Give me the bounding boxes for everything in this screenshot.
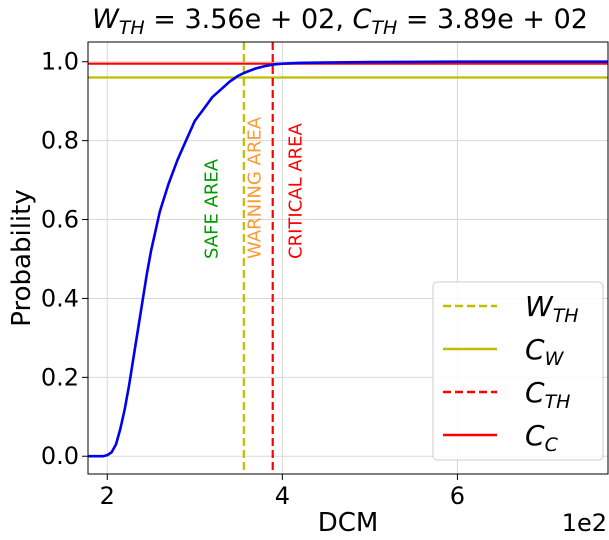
y-axis-label: Probability [7, 189, 37, 326]
axes [87, 41, 609, 475]
axes-frame [87, 41, 609, 475]
legend: WTH CW CTH CC [432, 281, 604, 461]
title-w-value: = 3.56e + 02, [145, 4, 353, 35]
y-tick-label: 0.0 [41, 442, 79, 470]
legend-label: WTH [525, 290, 579, 327]
title-c-sub: TH [371, 17, 397, 39]
x-tick-label: 2 [100, 482, 115, 510]
legend-box [432, 281, 604, 461]
legend-label: CW [525, 333, 565, 370]
x-axis-offset-label: 1e2 [562, 509, 607, 537]
title-c-symbol: C [353, 4, 372, 35]
y-tick-label: 1.0 [41, 48, 79, 76]
annotation-critical-area: CRITICAL AREA [286, 122, 307, 259]
series-line-0 [88, 60, 608, 458]
chart-title: WTH = 3.56e + 02, CTH = 3.89e + 02 [92, 4, 588, 39]
plot-area [88, 42, 608, 474]
x-tick-label: 4 [275, 482, 290, 510]
annotations: SAFE AREA WARNING AREA CRITICAL AREA [202, 116, 307, 259]
y-tick-label: 0.4 [41, 284, 79, 312]
ticks: 2 4 6 0.0 0.2 0.4 0.6 0.8 1.0 [41, 48, 465, 510]
legend-label: CC [525, 419, 559, 456]
title-w-symbol: W [92, 4, 120, 35]
x-axis-label: DCM [318, 508, 379, 538]
annotation-safe-area: SAFE AREA [202, 158, 223, 259]
legend-label: CTH [525, 376, 570, 413]
x-tick-label: 6 [450, 482, 465, 510]
y-tick-label: 0.2 [41, 363, 79, 391]
title-w-sub: TH [119, 17, 145, 39]
y-tick-label: 0.8 [41, 127, 79, 155]
annotation-warning-area: WARNING AREA [244, 116, 265, 259]
y-tick-label: 0.6 [41, 206, 79, 234]
title-c-value: = 3.89e + 02 [397, 4, 588, 35]
